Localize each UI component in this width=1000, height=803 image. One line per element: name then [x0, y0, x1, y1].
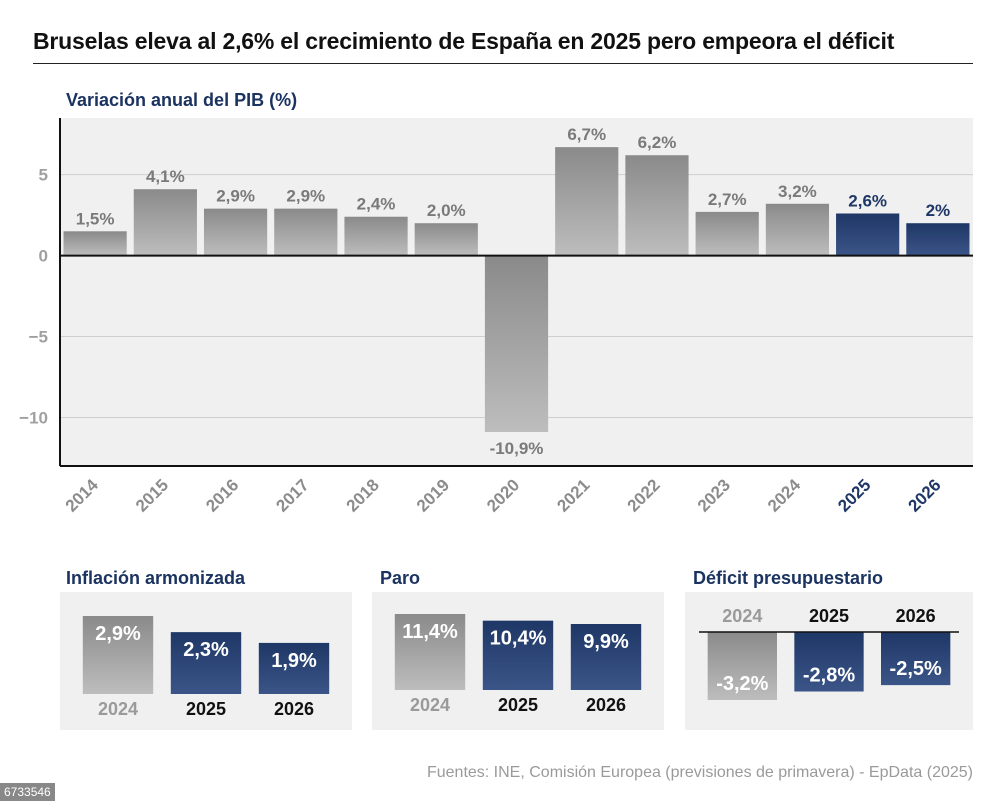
y-tick-label: −10: [19, 408, 48, 427]
title-divider: [33, 63, 973, 64]
bar-2014: [63, 231, 127, 256]
inflation-chart-title: Inflación armonizada: [66, 568, 246, 588]
unemployment-bar-chart: 11,4% 2024 10,4% 2025 9,9% 2026: [372, 592, 664, 730]
category-label-2024: 2024: [722, 606, 762, 626]
data-label-2026: -2,5%: [890, 658, 942, 680]
y-tick-label: 0: [39, 247, 48, 266]
data-label-2026: 9,9%: [583, 631, 629, 653]
gdp-bar-chart: 5 0 −5 −10 1,5% 2014 4,1% 2015 2,9% 2016 2,9% 2017 2…: [19, 118, 973, 516]
x-tick-label-2025: 2025: [834, 475, 874, 515]
bar-2016: [203, 208, 268, 256]
bar-2024: [765, 203, 830, 256]
data-label-2025: -2,8%: [803, 665, 855, 687]
x-tick-label-2026: 2026: [905, 475, 945, 515]
bar-2015: [133, 189, 197, 256]
category-label-2026: 2026: [274, 699, 314, 719]
x-tick-label-2014: 2014: [62, 475, 103, 516]
bar-2021: [555, 147, 619, 256]
y-tick-label: 5: [39, 166, 48, 185]
data-label-2026: 2%: [926, 201, 951, 220]
bar-2024: [707, 632, 777, 700]
x-tick-label-2022: 2022: [624, 475, 664, 515]
bar-2019: [414, 223, 478, 256]
x-tick-label-2020: 2020: [483, 475, 523, 515]
deficit-chart-title: Déficit presupuestario: [693, 568, 884, 588]
source-note: Fuentes: INE, Comisión Europea (previsio…: [426, 764, 973, 781]
x-tick-label-2015: 2015: [132, 475, 172, 515]
inflation-bar-chart: 2,9% 2024 2,3% 2025 1,9% 2026: [60, 592, 352, 730]
x-tick-label-2019: 2019: [413, 475, 453, 515]
bar-2022: [625, 155, 689, 256]
page-title: Bruselas eleva al 2,6% el crecimiento de…: [33, 28, 895, 54]
bar-2026: [881, 632, 951, 686]
bar-2025: [482, 620, 554, 690]
category-label-2025: 2025: [809, 606, 849, 626]
x-tick-label-2016: 2016: [202, 475, 242, 515]
bar-2025: [794, 632, 864, 692]
x-tick-label-2017: 2017: [272, 475, 312, 515]
x-tick-label-2023: 2023: [694, 475, 734, 515]
category-label-2026: 2026: [586, 695, 626, 715]
bar-2026: [906, 223, 970, 256]
category-label-2024: 2024: [410, 695, 450, 715]
bar-2024: [82, 616, 154, 694]
data-label-2016: 2,9%: [216, 187, 255, 206]
category-label-2026: 2026: [896, 606, 936, 626]
bar-2017: [274, 208, 338, 256]
x-tick-label-2024: 2024: [764, 475, 805, 516]
y-tick-label: −5: [29, 328, 48, 347]
bar-2025: [170, 632, 242, 694]
category-label-2025: 2025: [186, 699, 226, 719]
bar-2026: [570, 624, 642, 690]
category-label-2024: 2024: [98, 699, 138, 719]
category-label-2025: 2025: [498, 695, 538, 715]
bar-2025: [836, 213, 900, 256]
x-tick-label-2021: 2021: [553, 475, 593, 515]
bar-2023: [695, 211, 759, 256]
bar-2024: [394, 614, 466, 690]
data-label-2024: -3,2%: [716, 673, 768, 695]
bar-2020: [484, 255, 549, 433]
data-label-2024: 3,2%: [778, 182, 817, 201]
deficit-bar-chart: -3,2% 2024 -2,8% 2025 -2,5% 2026: [685, 592, 973, 730]
data-label-2024: 11,4%: [402, 621, 458, 643]
data-label-2025: 2,3%: [183, 639, 229, 661]
image-id: 6733546: [0, 783, 55, 801]
data-label-2014: 1,5%: [76, 209, 115, 228]
data-label-2019: 2,0%: [427, 201, 466, 220]
data-label-2020: -10,9%: [490, 439, 544, 458]
data-label-2026: 1,9%: [271, 650, 317, 672]
data-label-2017: 2,9%: [286, 187, 325, 206]
x-tick-label-2018: 2018: [343, 475, 383, 515]
unemployment-chart-title: Paro: [380, 568, 421, 588]
bar-2018: [344, 216, 408, 256]
data-label-2022: 6,2%: [638, 133, 677, 152]
data-label-2018: 2,4%: [357, 195, 396, 214]
data-label-2015: 4,1%: [146, 167, 185, 186]
gdp-chart-title: Variación anual del PIB (%): [66, 90, 298, 110]
bar-2026: [258, 642, 330, 694]
data-label-2025: 2,6%: [848, 191, 887, 210]
data-label-2025: 10,4%: [490, 628, 547, 650]
data-label-2024: 2,9%: [95, 623, 141, 645]
data-label-2023: 2,7%: [708, 190, 747, 209]
data-label-2021: 6,7%: [567, 125, 606, 144]
